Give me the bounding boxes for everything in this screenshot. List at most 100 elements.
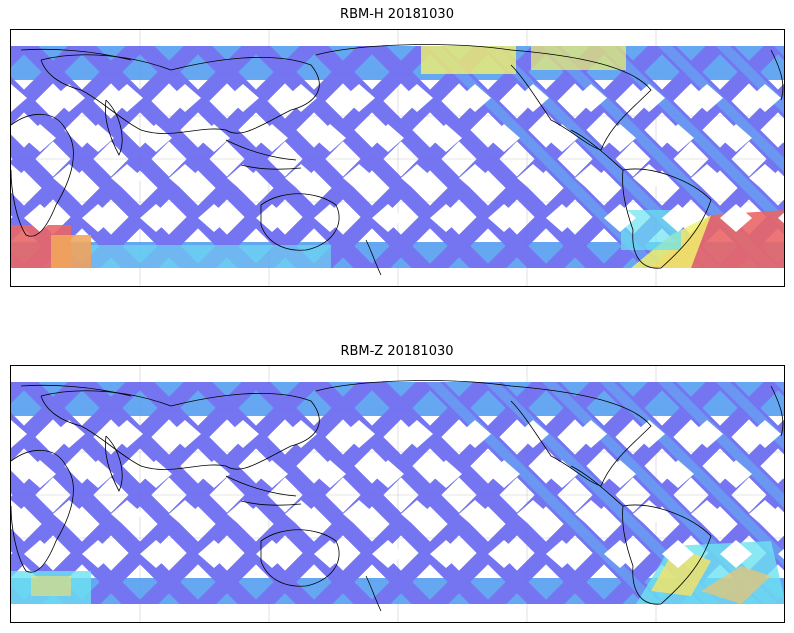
africa-coast (11, 113, 74, 237)
gap (720, 540, 752, 568)
gap (488, 540, 520, 568)
gap (488, 204, 520, 232)
gap (749, 164, 781, 192)
light-swath (599, 382, 784, 567)
gap (604, 204, 636, 232)
gap (82, 204, 114, 232)
india-coast (104, 435, 123, 492)
gap (285, 420, 317, 448)
gap (430, 124, 462, 152)
yellow-patch (31, 576, 71, 596)
gap (11, 420, 27, 448)
orange-patch (701, 566, 771, 604)
gap (82, 124, 114, 152)
yellow-patch (651, 546, 711, 596)
data-gaps (11, 84, 784, 232)
gap (546, 204, 578, 232)
gap (720, 124, 752, 152)
africa-coast (11, 449, 74, 573)
satellite-swaths (11, 46, 784, 268)
gap (82, 460, 114, 488)
gap (691, 84, 723, 112)
gap (140, 460, 172, 488)
gap (285, 164, 317, 192)
gap (198, 540, 230, 568)
gap (459, 500, 491, 528)
asia-coast (40, 54, 320, 134)
gap (24, 124, 56, 152)
gap (430, 540, 462, 568)
gap (140, 540, 172, 568)
gap (24, 204, 56, 232)
gap (778, 548, 784, 560)
gap (720, 460, 752, 488)
gap (575, 420, 607, 448)
gap (691, 500, 723, 528)
gap (778, 468, 784, 480)
gap (459, 164, 491, 192)
north-america-coast (315, 380, 652, 487)
gap (691, 420, 723, 448)
gap (140, 204, 172, 232)
gap (372, 460, 404, 488)
central-america-coast (570, 129, 624, 171)
gap (662, 204, 694, 232)
gap (111, 500, 143, 528)
new-zealand-coast (365, 239, 382, 276)
gap (633, 420, 665, 448)
gap (169, 84, 201, 112)
gap (227, 164, 259, 192)
new-zealand-coast (365, 575, 382, 612)
gap (256, 124, 288, 152)
india-coast (104, 99, 123, 156)
gap (285, 500, 317, 528)
gap (111, 164, 143, 192)
gap (749, 420, 781, 448)
gap (343, 84, 375, 112)
gap (662, 124, 694, 152)
swath-map-rbm-h (11, 30, 784, 286)
map-panel-rbm-z (10, 365, 785, 623)
data-gaps (11, 420, 784, 568)
europe-coast (20, 384, 784, 437)
panel-title-rbm-h: RBM-H 20181030 (340, 7, 454, 22)
gap (343, 420, 375, 448)
gap (459, 84, 491, 112)
gap (517, 164, 549, 192)
gap (140, 124, 172, 152)
south-america-coast (622, 504, 712, 605)
yellow-patch (531, 46, 626, 70)
light-swath (657, 382, 784, 509)
gap (256, 460, 288, 488)
gap (575, 84, 607, 112)
gap (546, 540, 578, 568)
gap (285, 84, 317, 112)
gap (343, 500, 375, 528)
gap (24, 540, 56, 568)
gap (372, 124, 404, 152)
gap (256, 204, 288, 232)
australia-coast (260, 529, 340, 587)
gap (314, 460, 346, 488)
gap (778, 132, 784, 144)
gap (575, 500, 607, 528)
gap (372, 204, 404, 232)
gap (459, 420, 491, 448)
gap (633, 84, 665, 112)
gap (256, 540, 288, 568)
gap (430, 204, 462, 232)
gap (198, 460, 230, 488)
map-panel-rbm-h (10, 29, 785, 287)
gap (53, 84, 85, 112)
light-swath (715, 382, 784, 451)
gap (53, 420, 85, 448)
panel-title-rbm-z: RBM-Z 20181030 (340, 344, 454, 359)
gap (198, 124, 230, 152)
gap (111, 84, 143, 112)
central-america-coast (570, 465, 624, 507)
gap (575, 164, 607, 192)
yellow-patch (421, 46, 516, 74)
gap (401, 420, 433, 448)
cyan-band (91, 245, 331, 268)
gap (633, 164, 665, 192)
